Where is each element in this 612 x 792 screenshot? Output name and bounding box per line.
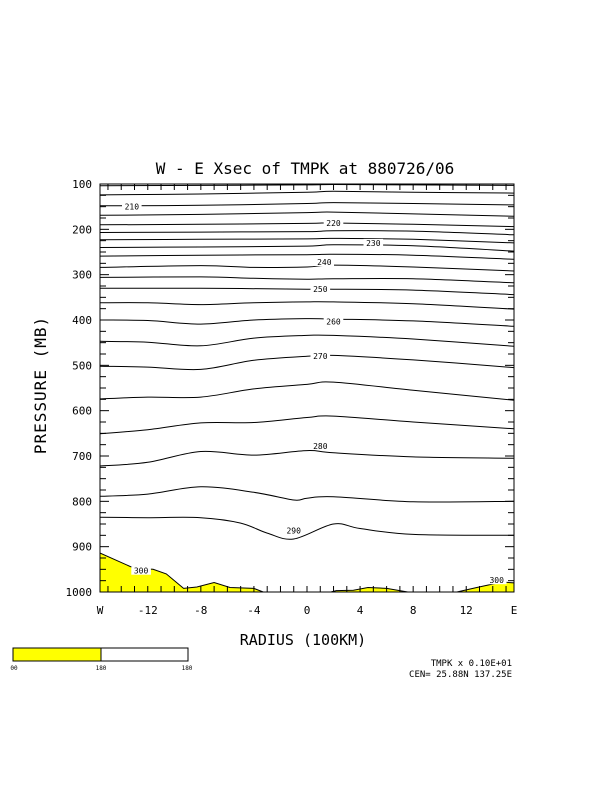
shaded-region-0 xyxy=(99,552,264,593)
contour-line-210 xyxy=(99,202,515,207)
x-axis-label: RADIUS (100KM) xyxy=(240,631,366,649)
y-tick-label: 200 xyxy=(72,223,92,236)
contour-lines xyxy=(99,183,515,540)
center-annotation: CEN= 25.88N 137.25E xyxy=(409,670,512,680)
chart-title: W - E Xsec of TMPK at 880726/06 xyxy=(156,159,455,178)
contour-line-c21 xyxy=(99,516,515,540)
contour-label-6: 270 xyxy=(313,352,328,361)
contour-line-c6 xyxy=(99,230,515,236)
shaded-region-1 xyxy=(330,586,408,593)
contour-line-280 xyxy=(99,415,515,435)
contour-label-7: 280 xyxy=(313,442,328,451)
contour-line-250 xyxy=(99,287,515,296)
contour-label-bg-6 xyxy=(310,351,331,360)
axis-ticks xyxy=(100,183,514,593)
contour-line-c19 xyxy=(99,450,515,467)
contour-label-9: 300 xyxy=(134,567,149,576)
colorbar-label-right: 180 xyxy=(182,665,193,672)
colorbar: 00 180 180 xyxy=(10,647,193,672)
contour-line-290 xyxy=(99,486,515,503)
contour-label-1: 220 xyxy=(326,219,341,228)
colorbar-label-left: 00 xyxy=(10,665,18,672)
contour-label-bg-10 xyxy=(486,576,507,585)
contour-line-c17 xyxy=(99,381,515,401)
colorbar-label-mid: 180 xyxy=(96,665,107,672)
contour-label-bg-8 xyxy=(283,526,304,535)
x-tick-label: W xyxy=(97,604,104,617)
y-axis-label: PRESSURE (MB) xyxy=(31,316,50,454)
contour-label-5: 260 xyxy=(326,317,341,326)
x-tick-label: -12 xyxy=(138,604,158,617)
units-annotation: TMPK x 0.10E+01 xyxy=(431,659,512,669)
contour-line-c2 xyxy=(99,190,515,196)
contour-line-240 xyxy=(99,264,515,272)
x-tick-label: 4 xyxy=(357,604,364,617)
x-tick-label: 0 xyxy=(304,604,311,617)
contour-label-bg-5 xyxy=(323,317,344,326)
x-tick-label: 8 xyxy=(410,604,417,617)
contour-line-230 xyxy=(99,244,515,252)
contour-line-c9 xyxy=(99,253,515,260)
contour-label-bg-1 xyxy=(323,219,344,227)
x-tick-label: -8 xyxy=(194,604,207,617)
colorbar-swatch-yellow xyxy=(12,647,102,662)
contour-label-0: 210 xyxy=(125,203,140,212)
plot-frame xyxy=(99,183,515,593)
contour-line-c7 xyxy=(99,237,515,244)
y-tick-label: 600 xyxy=(72,405,92,418)
contour-label-3: 240 xyxy=(317,258,332,267)
contour-label-bg-3 xyxy=(314,258,334,266)
contour-line-c4 xyxy=(99,211,515,217)
contour-line-270 xyxy=(99,354,515,371)
x-tick-label: E xyxy=(511,604,518,617)
contour-line-c13 xyxy=(99,301,515,310)
y-tick-label: 500 xyxy=(72,359,92,372)
contour-label-bg-2 xyxy=(363,238,384,247)
contour-line-260 xyxy=(99,318,515,327)
contour-label-4: 250 xyxy=(313,285,328,294)
contour-line-220 xyxy=(99,222,515,228)
contour-label-8: 290 xyxy=(286,526,301,535)
contour-label-bg-9 xyxy=(131,566,151,575)
x-tick-labels: W -12 -8 -4 0 4 8 12 E xyxy=(97,604,518,617)
contour-label-2: 230 xyxy=(366,239,381,248)
x-tick-label: -4 xyxy=(247,604,261,617)
x-tick-label: 12 xyxy=(460,604,473,617)
y-tick-label: 900 xyxy=(72,541,92,554)
contour-label-bg-7 xyxy=(310,442,331,450)
y-tick-label: 1000 xyxy=(66,586,93,599)
y-tick-label: 400 xyxy=(72,314,92,327)
contour-label-bg-0 xyxy=(122,202,142,211)
contour-line-c11 xyxy=(99,276,515,284)
contour-label-bg-4 xyxy=(310,285,331,294)
y-tick-labels: 100 200 300 400 500 600 700 800 900 1000 xyxy=(66,178,93,599)
y-tick-label: 800 xyxy=(72,495,92,508)
y-tick-label: 700 xyxy=(72,450,92,463)
contour-label-10: 300 xyxy=(489,576,504,585)
y-tick-label: 300 xyxy=(72,269,92,282)
contour-line-c15 xyxy=(99,334,515,347)
contour-labels: 210 220 230 240 250 260 270 280 290 300 300 xyxy=(122,202,507,585)
y-tick-label: 100 xyxy=(72,178,92,191)
colorbar-swatch-white xyxy=(100,647,189,662)
